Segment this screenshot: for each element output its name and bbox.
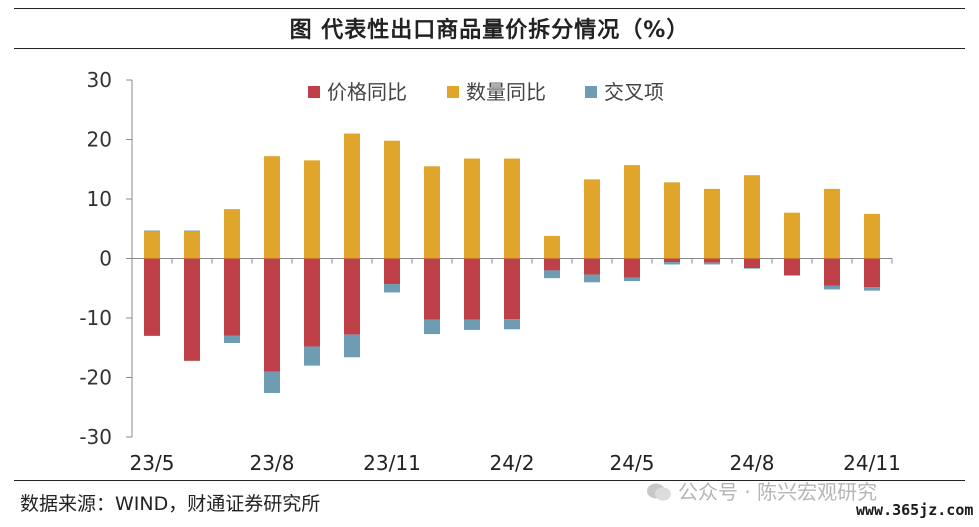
x-axis: 23/5 23/8 23/11 24/2 24/5 24/8 24/11 [130,258,901,475]
bar-price [144,258,160,336]
bar-cross [584,274,600,283]
bar-cross [624,277,640,282]
bar-cross [864,287,880,291]
bar-quantity [744,175,760,259]
bar-quantity [144,231,160,259]
y-tick-label: 0 [99,247,112,271]
watermark-text: 公众号 · 陈兴宏观研究 [678,480,878,504]
wechat-icon [647,483,671,501]
bar-cross [824,285,840,290]
bar-quantity [624,165,640,259]
bar-quantity [704,188,720,259]
bar-cross [144,230,160,232]
bar-quantity [344,133,360,259]
bar-cross [704,262,720,265]
bar-cross [744,268,760,269]
y-tick-label: 30 [87,68,112,92]
bar-chart: -30 -20 -10 0 10 20 30 23/5 23/8 23/11 24/2 24/5 24… [79,68,901,475]
bar-quantity [824,188,840,259]
bar-quantity [184,231,200,259]
source-note: 数据来源：WIND，财通证券研究所 [20,493,321,515]
bottom-rule [14,480,965,481]
bar-price [544,258,560,271]
legend-swatch [585,86,597,98]
bar-cross [424,319,440,335]
bar-cross [344,334,360,358]
bar-price [304,258,320,347]
bar-quantity [464,158,480,259]
bar-cross [304,346,320,366]
x-tick-label: 24/8 [730,451,775,475]
x-tick-label: 23/5 [130,451,175,475]
y-tick-label: -10 [79,306,112,330]
bar-price [344,258,360,335]
bar-price [464,258,480,320]
bar-quantity [304,160,320,259]
bar-cross [224,335,240,343]
legend-swatch [447,86,459,98]
legend-label: 交叉项 [604,80,664,104]
legend-label: 价格同比 [327,80,407,104]
bar-price [184,258,200,361]
bar-cross [264,371,280,393]
bar-quantity [504,158,520,259]
bar-price [704,258,720,263]
bar-quantity [784,212,800,259]
title-rule [14,48,965,49]
watermark: 公众号 · 陈兴宏观研究 [646,476,877,505]
bar-cross [464,319,480,330]
bar-price [824,258,840,286]
bar-quantity [584,179,600,259]
x-tick-label: 23/8 [250,451,295,475]
bar-price [744,258,760,269]
bar-quantity [664,182,680,259]
bar-price [264,258,280,372]
y-axis: -30 -20 -10 0 10 20 30 [79,68,133,449]
y-tick-label: -20 [79,366,112,390]
bar-cross [544,270,560,279]
bars [144,133,880,393]
bar-cross [184,230,200,232]
x-tick-label: 24/5 [610,451,655,475]
x-tick-label: 24/11 [843,451,901,475]
bar-price [224,258,240,336]
bar-cross [784,275,800,276]
y-tick-label: 20 [87,128,112,152]
y-tick-label: 10 [87,187,112,211]
x-tick-label: 23/11 [363,451,421,475]
x-tick-label: 24/2 [490,451,535,475]
bar-price [624,258,640,278]
chart-title: 图 代表性出口商品量价拆分情况（%） [289,18,690,43]
bar-quantity [224,209,240,259]
bar-price [424,258,440,320]
bar-price [664,258,680,263]
bar-price [784,258,800,276]
y-tick-label: -30 [79,425,112,449]
bar-quantity [544,235,560,259]
bar-cross [384,284,400,293]
watermark-url: www.365jz.com [856,501,974,519]
bar-cross [664,262,680,265]
legend-label: 数量同比 [466,80,546,104]
bar-price [384,258,400,285]
bar-quantity [384,140,400,259]
bar-quantity [864,213,880,259]
bar-quantity [424,166,440,259]
bar-quantity [264,156,280,259]
bar-cross [504,319,520,330]
legend-swatch [308,86,320,98]
bar-price [504,258,520,320]
bar-price [864,258,880,288]
bar-price [584,258,600,275]
legend: 价格同比 数量同比 交叉项 [308,80,664,104]
top-rule [14,8,965,9]
